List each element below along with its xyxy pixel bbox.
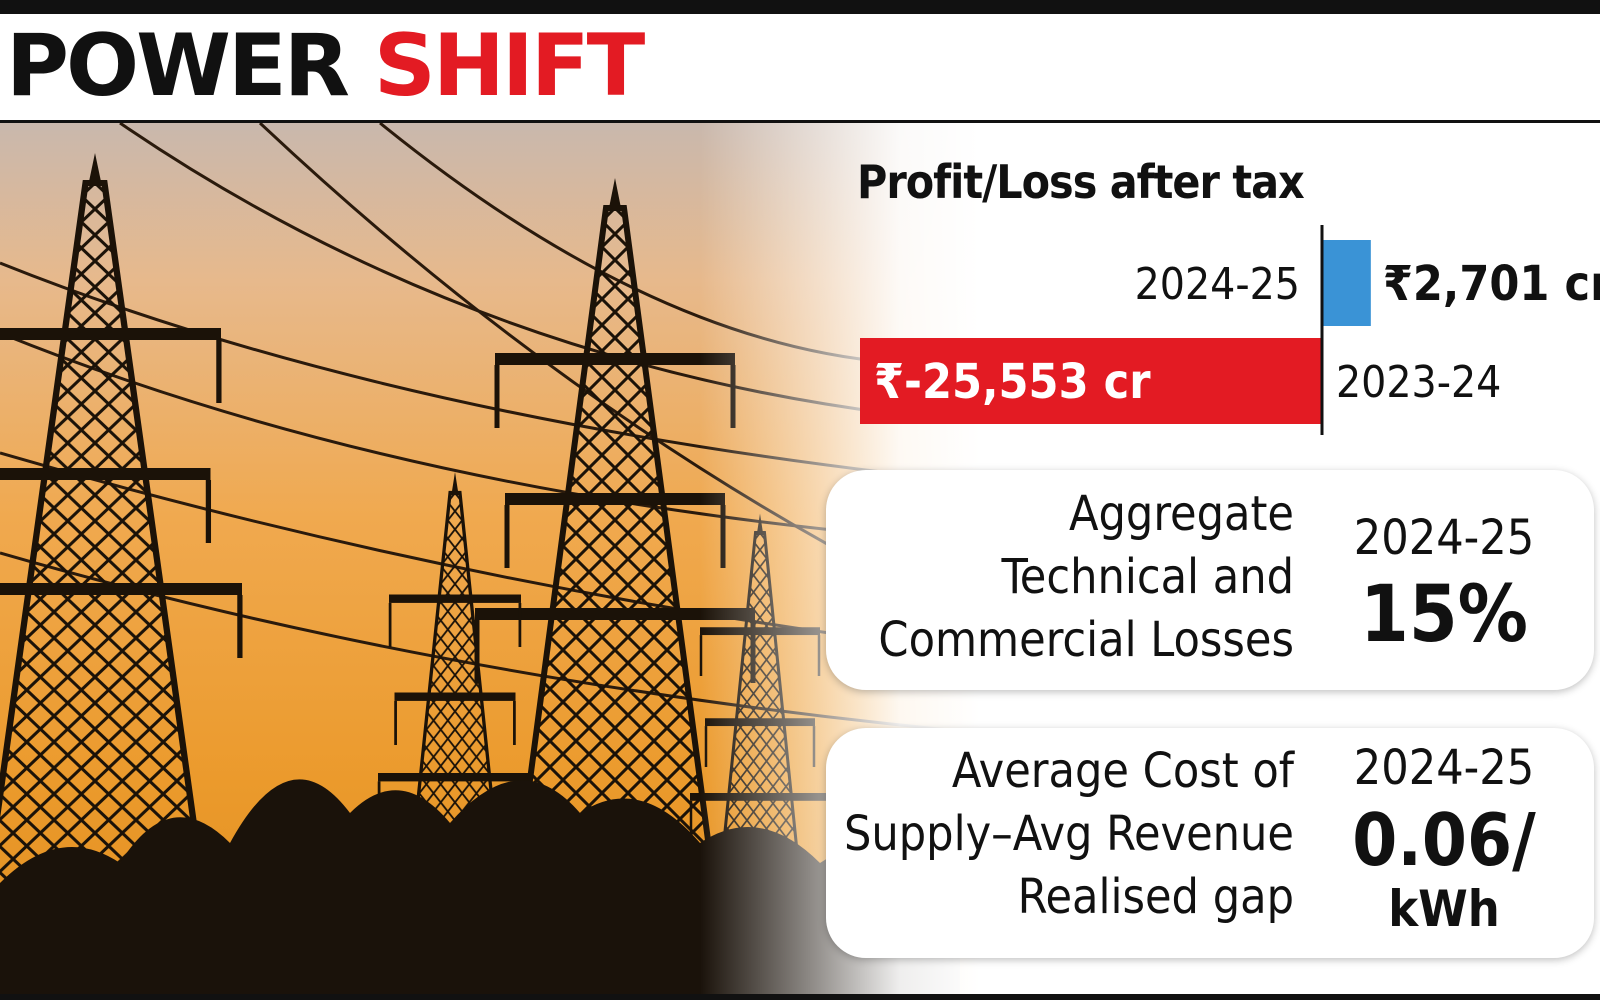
header-rule xyxy=(0,120,1600,123)
profit-loss-chart: 2024-25 ₹2,701 cr 2023-24 ₹-25,553 cr xyxy=(860,225,1600,435)
metric-label-line: Supply–Avg Revenue xyxy=(843,806,1294,862)
headline: POWER SHIFT xyxy=(6,14,645,118)
top-rule xyxy=(0,0,1600,14)
category-label: 2023-24 xyxy=(1336,357,1501,408)
metric-label-line: Commercial Losses xyxy=(878,612,1294,668)
headline-word-2: SHIFT xyxy=(373,16,645,116)
bottom-rule xyxy=(0,994,1600,1000)
metric-label: Aggregate Technical and Commercial Losse… xyxy=(878,483,1294,672)
metric-year: 2024-25 xyxy=(1353,740,1535,796)
metric-value-unit: kWh xyxy=(1388,880,1500,938)
data-label: ₹2,701 cr xyxy=(1383,256,1600,312)
metric-card-acs-arr-gap: Average Cost of Supply–Avg Revenue Reali… xyxy=(826,728,1594,958)
bar-negative xyxy=(860,338,1322,424)
bar-positive xyxy=(1322,240,1371,326)
metric-label-line: Aggregate xyxy=(1068,486,1294,542)
category-label: 2024-25 xyxy=(1135,259,1300,310)
metric-year: 2024-25 xyxy=(1353,510,1535,566)
chart-title: Profit/Loss after tax xyxy=(857,155,1305,209)
metric-card-atc-losses: Aggregate Technical and Commercial Losse… xyxy=(826,470,1594,690)
metric-value: 15% xyxy=(1360,570,1528,660)
metric-label-line: Realised gap xyxy=(1017,869,1294,925)
data-label: ₹-25,553 cr xyxy=(874,354,1151,410)
metric-value: 0.06/ xyxy=(1352,798,1536,882)
metric-label-line: Average Cost of xyxy=(951,743,1294,799)
headline-word-1: POWER xyxy=(6,16,350,116)
metric-label: Average Cost of Supply–Avg Revenue Reali… xyxy=(844,740,1294,929)
metric-label-line: Technical and xyxy=(1001,549,1294,605)
